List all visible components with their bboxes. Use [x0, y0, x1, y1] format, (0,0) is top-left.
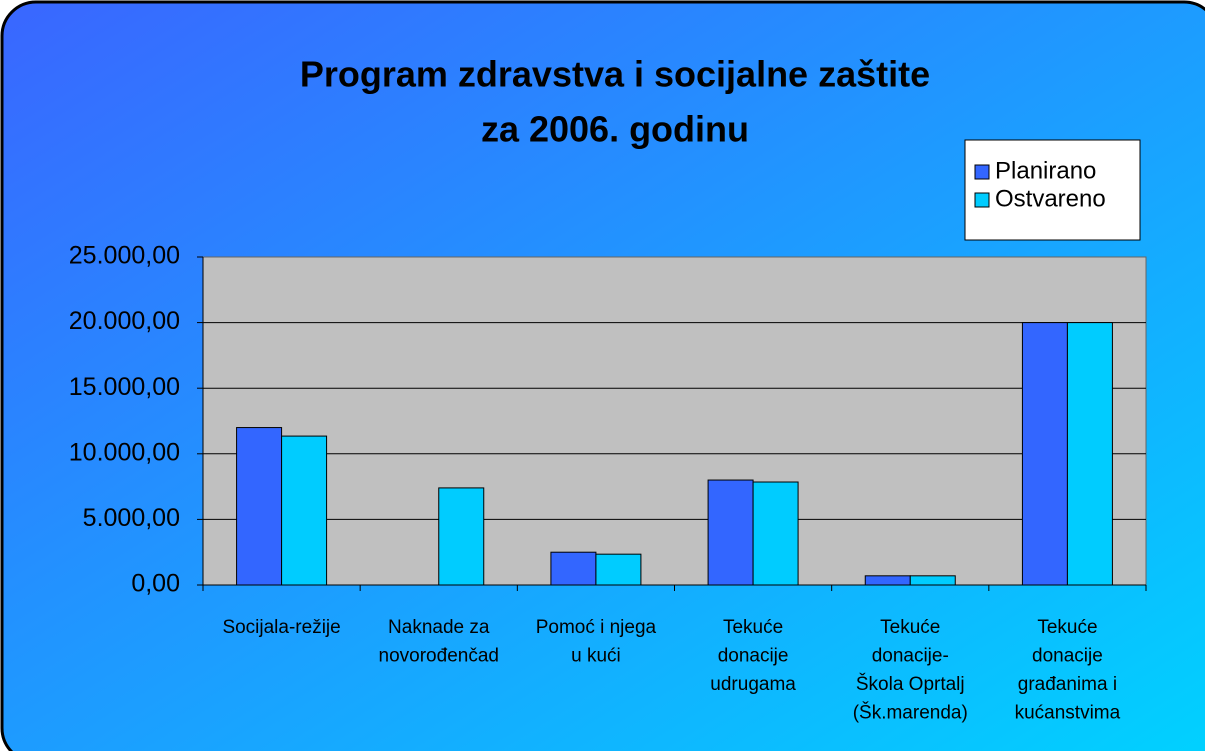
- bar: [1066, 322, 1113, 586]
- x-tick-label-line: Škola Oprtalj: [856, 673, 965, 695]
- legend-swatch: [974, 192, 990, 208]
- bar: [707, 479, 754, 586]
- x-tick-label-line: donacije: [1032, 646, 1103, 667]
- bar: [550, 551, 597, 586]
- bar: [236, 427, 283, 586]
- bar: [595, 553, 642, 586]
- x-tick-label-line: donacije: [718, 646, 789, 667]
- bar: [438, 487, 485, 586]
- y-tick-label: 0,00: [131, 570, 180, 598]
- x-tick-label: Tekuće donacije udrugama: [710, 617, 796, 695]
- legend-swatch: [974, 164, 990, 180]
- chart-title: Program zdravstva i socijalne zaštite: [300, 54, 930, 95]
- legend-label: Planirano: [995, 157, 1096, 184]
- x-tick-label: Tekuće donacije- Škola Oprtalj (Šk.marenda): [853, 617, 968, 724]
- x-tick-label: Socijala-režije: [222, 617, 340, 638]
- y-tick-label: 10.000,00: [69, 438, 180, 466]
- x-tick-label: Tekuće donacije građanima i kućanstvima: [1015, 617, 1121, 724]
- x-tick-label-line: donacije-: [872, 646, 949, 667]
- legend: [964, 139, 1141, 241]
- plot-area: [202, 256, 1147, 586]
- bar: [281, 435, 328, 586]
- x-tick-label: Pomoć i njega u kući: [536, 617, 657, 667]
- x-tick-label-line: (Šk.marenda): [853, 702, 968, 724]
- bar: [1021, 322, 1068, 586]
- y-tick-label: 20.000,00: [69, 307, 180, 335]
- chart-title: za 2006. godinu: [481, 109, 749, 150]
- x-tick-label-line: novorođenčad: [379, 646, 499, 667]
- x-tick-label-line: Tekuće: [723, 617, 783, 638]
- x-tick-label-line: Tekuće: [880, 617, 940, 638]
- x-tick-label-line: Naknade za: [388, 617, 490, 638]
- x-tick-label-line: udrugama: [710, 674, 796, 695]
- bar: [909, 575, 956, 586]
- x-tick-label-line: kućanstvima: [1015, 703, 1121, 724]
- legend-label: Ostvareno: [995, 185, 1106, 212]
- x-tick-label-line: u kući: [571, 646, 621, 667]
- bar: [752, 481, 799, 586]
- y-tick-label: 5.000,00: [83, 504, 180, 532]
- x-tick-label-line: građanima i: [1018, 674, 1117, 695]
- y-tick-label: 15.000,00: [69, 373, 180, 401]
- x-tick-label-line: Tekuće: [1037, 617, 1097, 638]
- x-tick-label: Naknade za novorođenčad: [379, 617, 499, 667]
- y-tick-label: 25.000,00: [69, 242, 180, 270]
- x-tick-label-line: Pomoć i njega: [536, 617, 657, 638]
- bar: [864, 575, 911, 586]
- x-tick-label-line: Socijala-režije: [222, 617, 340, 638]
